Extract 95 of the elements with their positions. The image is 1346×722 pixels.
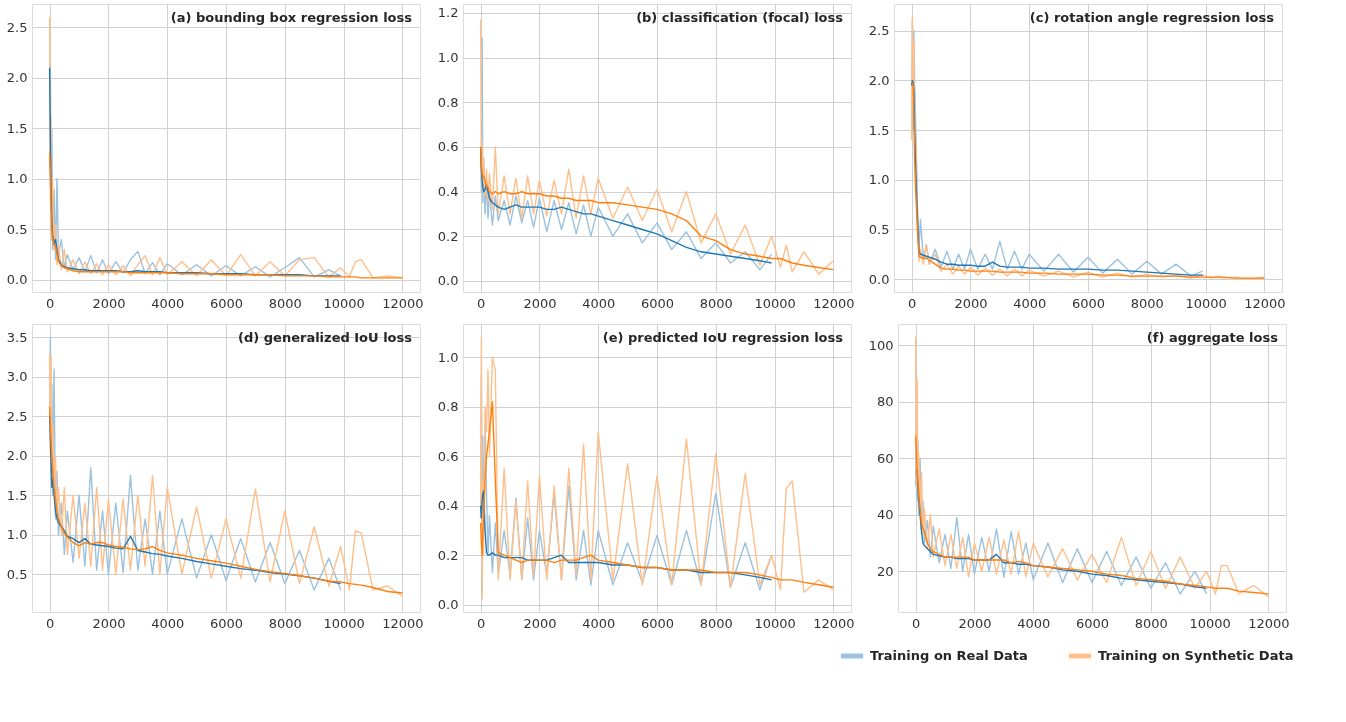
x-tick-label: 12000 [813,295,855,311]
x-tick-label: 8000 [1130,295,1164,311]
y-tick-label: 40 [876,507,894,523]
x-tick-label: 0 [46,615,55,631]
x-tick-label: 6000 [1071,295,1106,311]
x-tick-label: 8000 [699,615,733,631]
x-tick-label: 2000 [92,615,126,631]
x-tick-label: 8000 [699,295,733,311]
y-tick-label: 1.0 [437,349,459,365]
x-tick-label: 6000 [640,295,675,311]
y-tick-label: 0.0 [6,272,28,288]
y-tick-label: 2.0 [868,72,890,88]
y-tick-label: 0.2 [437,228,459,244]
chart-title: (b) classification (focal) loss [636,10,844,25]
y-tick-label: 0.0 [437,597,459,613]
x-tick-label: 4000 [151,295,185,311]
y-tick-label: 0.4 [437,498,459,514]
x-tick-label: 12000 [382,615,424,631]
y-tick-label: 1.2 [437,5,459,21]
x-tick-label: 8000 [268,615,302,631]
x-tick-label: 10000 [1185,295,1227,311]
x-tick-label: 4000 [582,295,616,311]
text: (e) predicted IoU regression loss [602,330,844,345]
y-tick-label: 2.5 [868,23,890,39]
y-tick-label: 1.5 [6,120,28,136]
legend-label: Training on Synthetic Data [1098,648,1294,663]
y-tick-label: 60 [876,450,894,466]
x-tick-label: 6000 [209,615,244,631]
y-tick-label: 2.0 [6,448,28,464]
y-tick-label: 2.5 [6,408,28,424]
y-tick-label: 0.5 [6,566,28,582]
y-tick-label: 1.0 [6,527,28,543]
x-tick-label: 10000 [1189,615,1231,631]
line-series [910,81,1266,279]
y-tick-label: 1.0 [6,171,28,187]
y-tick-label: 0.0 [437,273,459,289]
x-tick-label: 12000 [813,615,855,631]
line-series [48,352,404,597]
y-tick-label: 0.6 [437,139,459,155]
x-tick-label: 4000 [151,615,185,631]
line-series [48,406,404,594]
x-tick-label: 10000 [754,295,796,311]
text: (a) bounding box regression loss [170,10,413,25]
text: (d) generalized IoU loss [238,330,413,345]
x-tick-label: 10000 [323,295,365,311]
y-tick-label: 1.0 [437,50,459,66]
y-tick-label: 2.0 [6,70,28,86]
x-tick-label: 8000 [1134,615,1168,631]
y-tick-label: 20 [876,563,894,579]
x-tick-label: 0 [46,295,55,311]
y-tick-label: 0.0 [868,271,890,287]
line-series [914,434,1270,595]
y-tick-label: 0.5 [868,221,890,237]
x-tick-label: 8000 [268,295,302,311]
y-tick-label: 3.5 [6,329,28,345]
y-tick-label: 0.8 [437,399,459,415]
x-tick-label: 0 [912,615,921,631]
x-tick-label: 6000 [640,615,675,631]
x-tick-label: 0 [477,615,486,631]
legend-label: Training on Real Data [870,648,1028,663]
chart-title: (f) aggregate loss [1146,330,1279,345]
y-tick-label: 1.5 [6,487,28,503]
x-tick-label: 10000 [754,615,796,631]
x-tick-label: 6000 [209,295,244,311]
text: (c) rotation angle regression loss [1029,10,1275,25]
x-tick-label: 6000 [1075,615,1110,631]
x-tick-label: 0 [908,295,917,311]
line-series [479,401,835,588]
y-tick-label: 0.2 [437,547,459,563]
x-tick-label: 0 [477,295,486,311]
x-tick-label: 2000 [523,615,557,631]
x-tick-label: 4000 [1017,615,1051,631]
x-tick-label: 4000 [1013,295,1047,311]
y-tick-label: 100 [868,337,894,353]
x-tick-label: 2000 [958,615,992,631]
line-series [48,152,404,279]
y-tick-label: 0.4 [437,184,459,200]
y-tick-label: 0.5 [6,221,28,237]
x-tick-label: 10000 [323,615,365,631]
y-tick-label: 1.5 [868,122,890,138]
x-tick-label: 12000 [1248,615,1290,631]
y-tick-label: 80 [876,394,894,410]
line-series [479,146,835,271]
y-tick-label: 0.8 [437,94,459,110]
x-tick-label: 2000 [523,295,557,311]
y-tick-label: 2.5 [6,19,28,35]
x-tick-label: 12000 [1244,295,1286,311]
y-tick-label: 1.0 [868,172,890,188]
y-tick-label: 3.0 [6,369,28,385]
line-series [479,36,773,271]
x-tick-label: 2000 [954,295,988,311]
x-tick-label: 4000 [582,615,616,631]
x-tick-label: 2000 [92,295,126,311]
x-tick-label: 12000 [382,295,424,311]
y-tick-label: 0.6 [437,448,459,464]
